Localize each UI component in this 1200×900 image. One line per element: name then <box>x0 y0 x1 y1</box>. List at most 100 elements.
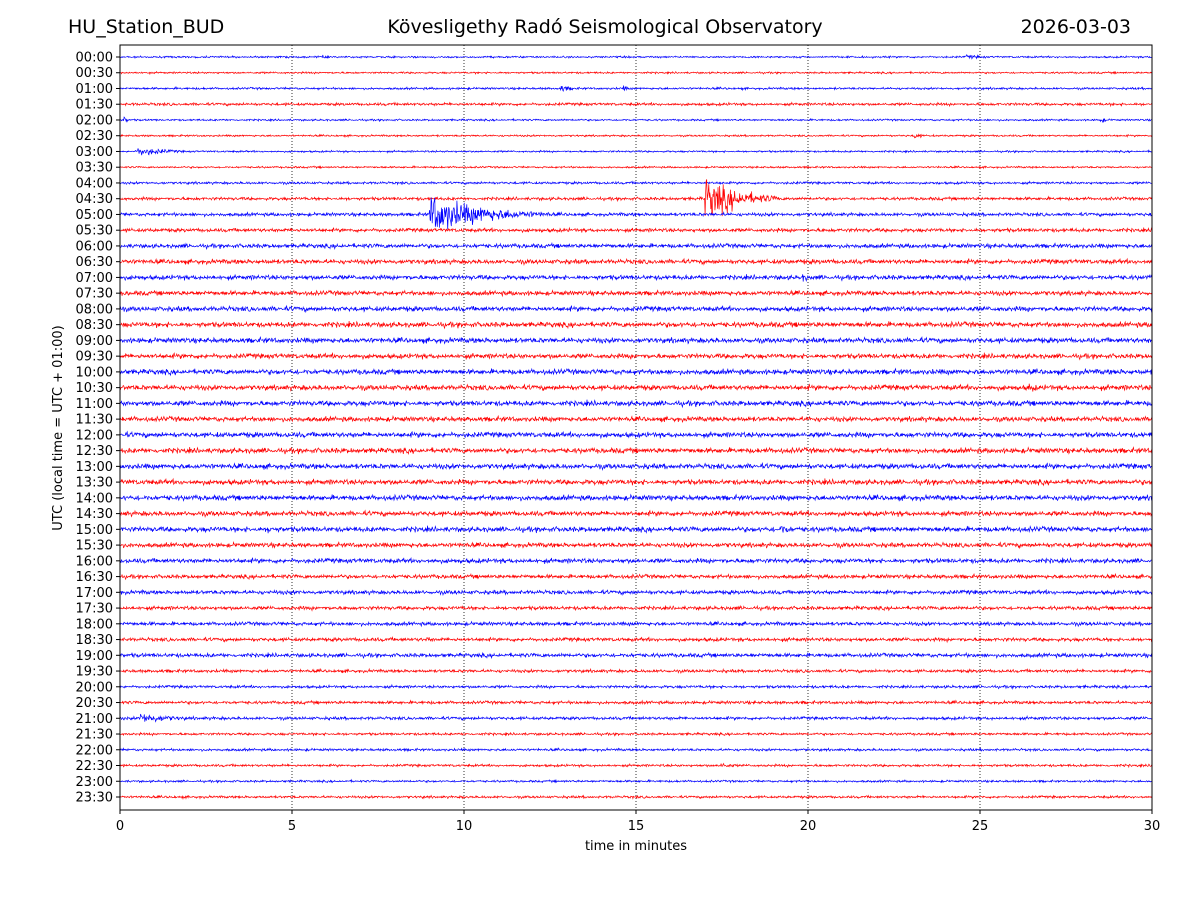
y-tick-label: 10:00 <box>76 365 113 380</box>
trace-1230 <box>119 446 1153 455</box>
trace-1100 <box>119 399 1153 409</box>
trace-1600 <box>119 556 1153 565</box>
trace-1130 <box>119 414 1153 424</box>
trace-1400 <box>119 493 1153 503</box>
y-tick-label: 17:30 <box>76 602 113 617</box>
trace-0430 <box>120 179 1153 217</box>
trace-1530 <box>120 541 1153 550</box>
y-tick-label: 15:30 <box>76 539 113 554</box>
trace-0730 <box>120 289 1153 298</box>
y-tick-label: 14:30 <box>76 507 113 522</box>
trace-1700 <box>119 588 1153 596</box>
y-tick-label: 00:00 <box>76 51 113 66</box>
y-tick-label: 01:30 <box>76 98 113 113</box>
trace-1830 <box>119 636 1153 644</box>
trace-0630 <box>119 257 1153 266</box>
trace-0800 <box>119 304 1153 314</box>
y-tick-label: 08:00 <box>76 302 113 317</box>
trace-2330 <box>119 794 1153 800</box>
trace-0530 <box>119 226 1153 234</box>
trace-1000 <box>119 367 1153 377</box>
trace-0030 <box>119 70 1153 76</box>
trace-0830 <box>119 320 1153 330</box>
y-tick-label: 22:30 <box>76 759 113 774</box>
trace-1730 <box>119 604 1153 612</box>
x-tick-label: 20 <box>800 819 817 834</box>
y-axis-label: UTC (local time = UTC + 01:00) <box>51 325 66 530</box>
y-tick-label: 05:00 <box>76 208 113 223</box>
y-tick-label: 00:30 <box>76 66 113 81</box>
y-tick-label: 10:30 <box>76 381 113 396</box>
y-tick-label: 17:00 <box>76 586 113 601</box>
trace-0930 <box>119 351 1153 361</box>
trace-1430 <box>119 509 1153 518</box>
y-tick-label: 23:00 <box>76 775 113 790</box>
trace-1200 <box>119 430 1153 440</box>
trace-0400 <box>119 180 1153 186</box>
y-tick-label: 07:30 <box>76 287 113 302</box>
y-tick-label: 05:30 <box>76 224 113 239</box>
y-tick-label: 02:30 <box>76 129 113 144</box>
y-tick-label: 16:00 <box>76 554 113 569</box>
y-tick-label: 08:30 <box>76 318 113 333</box>
x-tick-label: 0 <box>116 819 124 834</box>
trace-0000 <box>119 53 1153 60</box>
x-tick-label: 30 <box>1144 819 1161 834</box>
y-tick-label: 21:30 <box>76 728 113 743</box>
y-tick-label: 03:00 <box>76 145 113 160</box>
y-tick-label: 23:30 <box>76 791 113 806</box>
trace-0230 <box>119 133 1153 139</box>
y-tick-label: 22:00 <box>76 743 113 758</box>
y-tick-label: 07:00 <box>76 271 113 286</box>
y-tick-label: 09:00 <box>76 334 113 349</box>
y-tick-label: 09:30 <box>76 350 113 365</box>
y-tick-label: 11:30 <box>76 413 113 428</box>
y-tick-label: 03:30 <box>76 161 113 176</box>
y-tick-label: 06:00 <box>76 239 113 254</box>
y-tick-label: 15:00 <box>76 523 113 538</box>
y-tick-label: 12:00 <box>76 428 113 443</box>
y-tick-label: 11:00 <box>76 397 113 412</box>
trace-1500 <box>119 525 1153 534</box>
date-label: 2026-03-03 <box>1020 16 1131 38</box>
x-tick-label: 15 <box>628 819 645 834</box>
y-tick-label: 06:30 <box>76 255 113 270</box>
y-tick-label: 20:00 <box>76 680 113 695</box>
trace-1030 <box>119 383 1153 392</box>
y-tick-label: 19:30 <box>76 665 113 680</box>
trace-1900 <box>119 651 1153 660</box>
trace-1630 <box>119 572 1153 581</box>
y-tick-label: 16:30 <box>76 570 113 585</box>
x-tick-label: 5 <box>288 819 296 834</box>
chart-title: Kövesligethy Radó Seismological Observat… <box>387 16 823 38</box>
y-tick-label: 02:00 <box>76 113 113 128</box>
trace-1930 <box>119 667 1153 675</box>
y-tick-label: 20:30 <box>76 696 113 711</box>
trace-1300 <box>119 461 1153 471</box>
trace-2100 <box>119 713 1153 723</box>
trace-0130 <box>119 101 1153 108</box>
trace-2200 <box>119 747 1153 753</box>
trace-1800 <box>119 620 1153 628</box>
trace-0900 <box>119 336 1153 345</box>
trace-1330 <box>119 477 1153 487</box>
x-tick-label: 10 <box>456 819 473 834</box>
station-label: HU_Station_BUD <box>68 16 225 38</box>
trace-2130 <box>119 731 1153 737</box>
trace-0600 <box>119 242 1153 250</box>
trace-2030 <box>119 699 1152 706</box>
plot-frame <box>119 44 1153 811</box>
x-tick-label: 25 <box>972 819 989 834</box>
trace-2000 <box>119 683 1153 690</box>
trace-0200 <box>119 116 1153 123</box>
y-tick-label: 04:30 <box>76 192 113 207</box>
x-axis-label: time in minutes <box>585 839 687 854</box>
y-tick-label: 13:00 <box>76 460 113 475</box>
y-tick-label: 21:00 <box>76 712 113 727</box>
y-tick-label: 18:30 <box>76 633 113 648</box>
y-tick-label: 01:00 <box>76 82 113 97</box>
trace-0700 <box>119 273 1153 282</box>
y-tick-label: 19:00 <box>76 649 113 664</box>
